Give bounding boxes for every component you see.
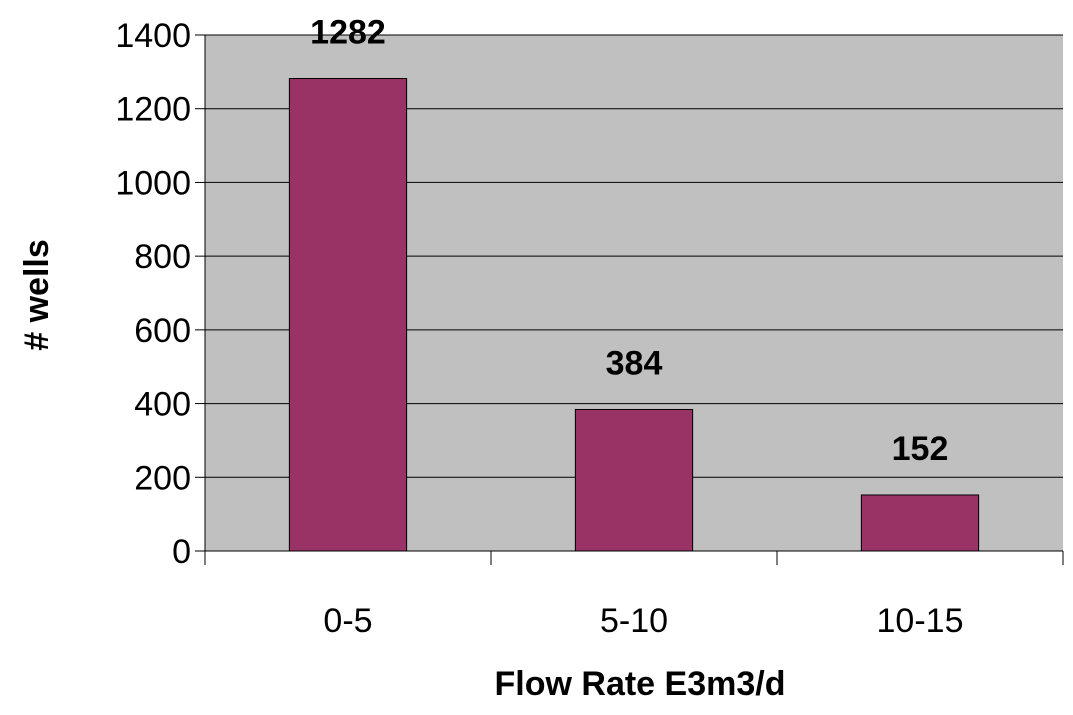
x-tick-label: 0-5 — [323, 602, 372, 640]
bar-10-15 — [860, 494, 980, 552]
y-tick-label: 200 — [134, 459, 191, 497]
data-label: 152 — [892, 430, 949, 468]
y-tick-label: 400 — [134, 386, 191, 424]
y-tick-label: 1000 — [115, 164, 191, 202]
y-axis-title: # wells — [18, 239, 56, 351]
x-tick-labels: 0-5 5-10 10-15 — [323, 602, 963, 640]
axes — [195, 34, 1064, 565]
y-tick-label: 1200 — [115, 91, 191, 129]
x-tick-label: 5-10 — [600, 602, 668, 640]
y-tick-label: 600 — [134, 312, 191, 350]
y-tick-label: 0 — [172, 533, 191, 571]
data-label: 384 — [606, 344, 663, 382]
bar-5-10 — [574, 408, 694, 552]
data-labels: 1282 384 152 — [310, 13, 948, 467]
y-tick-label: 800 — [134, 238, 191, 276]
y-tick-labels: 0 200 400 600 800 1000 1200 1400 — [115, 17, 191, 571]
x-tick-label: 10-15 — [877, 602, 964, 640]
data-label: 1282 — [310, 13, 386, 51]
y-tick-label: 1400 — [115, 17, 191, 55]
bar-0-5 — [288, 77, 408, 552]
x-axis-title: Flow Rate E3m3/d — [495, 665, 786, 703]
